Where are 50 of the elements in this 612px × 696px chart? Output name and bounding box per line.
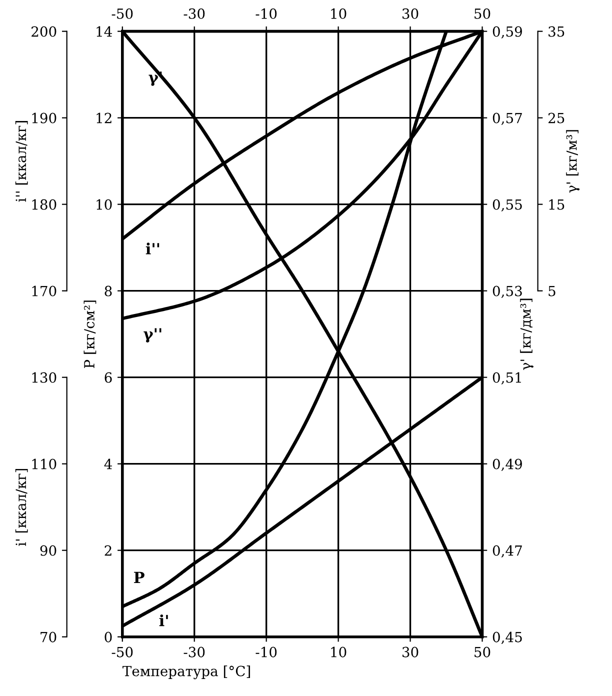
y-axis-title: P [кг/см²] bbox=[84, 300, 96, 368]
series-label: γ'' bbox=[144, 328, 162, 343]
y-tick-label: 200 bbox=[32, 26, 56, 37]
y2-tick-label: 0,51 bbox=[492, 372, 521, 384]
y-tick-label: 0 bbox=[104, 632, 112, 642]
y3-tick-label: 70 bbox=[40, 632, 56, 642]
y-axis-title: i'' [ккал/кг] bbox=[15, 121, 28, 202]
y2-tick-label: 5 bbox=[548, 286, 556, 296]
x-tick-label: -10 bbox=[256, 646, 277, 658]
x-tick-label: 50 bbox=[474, 646, 490, 658]
x2-tick-label: -10 bbox=[256, 8, 277, 19]
y-tick-label: 2 bbox=[104, 545, 112, 556]
y-tick-label: 180 bbox=[32, 199, 56, 210]
y3-tick-label: 90 bbox=[40, 545, 56, 556]
x-axis-title: Температура [°C] bbox=[122, 666, 250, 680]
series-label: i'' bbox=[146, 242, 160, 254]
x-tick-label: -30 bbox=[184, 646, 205, 658]
y-tick-label: 190 bbox=[32, 112, 56, 124]
y2-tick-label: 0,57 bbox=[492, 112, 522, 125]
y2-tick-label: 35 bbox=[548, 26, 564, 37]
series-label: i' bbox=[159, 614, 168, 626]
y2-tick-label: 0,45 bbox=[492, 632, 522, 644]
y-tick-label: 10 bbox=[96, 199, 112, 210]
x-tick-label: -50 bbox=[112, 646, 133, 658]
y-tick-label: 6 bbox=[104, 372, 112, 383]
y3-tick-label: 110 bbox=[32, 458, 56, 470]
y2-tick-label: 0,59 bbox=[492, 26, 522, 38]
y2-tick-label: 0,49 bbox=[492, 458, 522, 472]
y2-axis-title: γ' [кг/м³] bbox=[566, 130, 580, 193]
x2-tick-label: 10 bbox=[331, 8, 346, 19]
x2-tick-label: 30 bbox=[402, 8, 418, 19]
y2-axis-title: γ' [кг/дм³] bbox=[520, 298, 534, 370]
y-tick-label: 14 bbox=[96, 26, 112, 37]
x2-tick-label: -50 bbox=[112, 8, 133, 19]
y2-tick-label: 0,53 bbox=[492, 286, 522, 298]
y3-axis-title: i' [ккал/кг] bbox=[15, 468, 28, 546]
y2-tick-label: 25 bbox=[548, 112, 564, 124]
y-tick-label: 4 bbox=[104, 458, 112, 470]
y-tick-label: 8 bbox=[104, 286, 112, 296]
y2-tick-label: 0,47 bbox=[492, 545, 522, 558]
x2-tick-label: -30 bbox=[184, 8, 205, 19]
y-tick-label: 170 bbox=[32, 286, 56, 296]
x2-tick-label: 50 bbox=[474, 8, 490, 19]
y-tick-label: 12 bbox=[96, 112, 112, 124]
y2-tick-label: 15 bbox=[549, 199, 564, 210]
series-label: P bbox=[134, 572, 144, 583]
x-tick-label: 30 bbox=[402, 646, 418, 658]
x-tick-label: 10 bbox=[331, 646, 346, 658]
y2-tick-label: 0,55 bbox=[492, 199, 522, 212]
y3-tick-label: 130 bbox=[32, 372, 56, 383]
